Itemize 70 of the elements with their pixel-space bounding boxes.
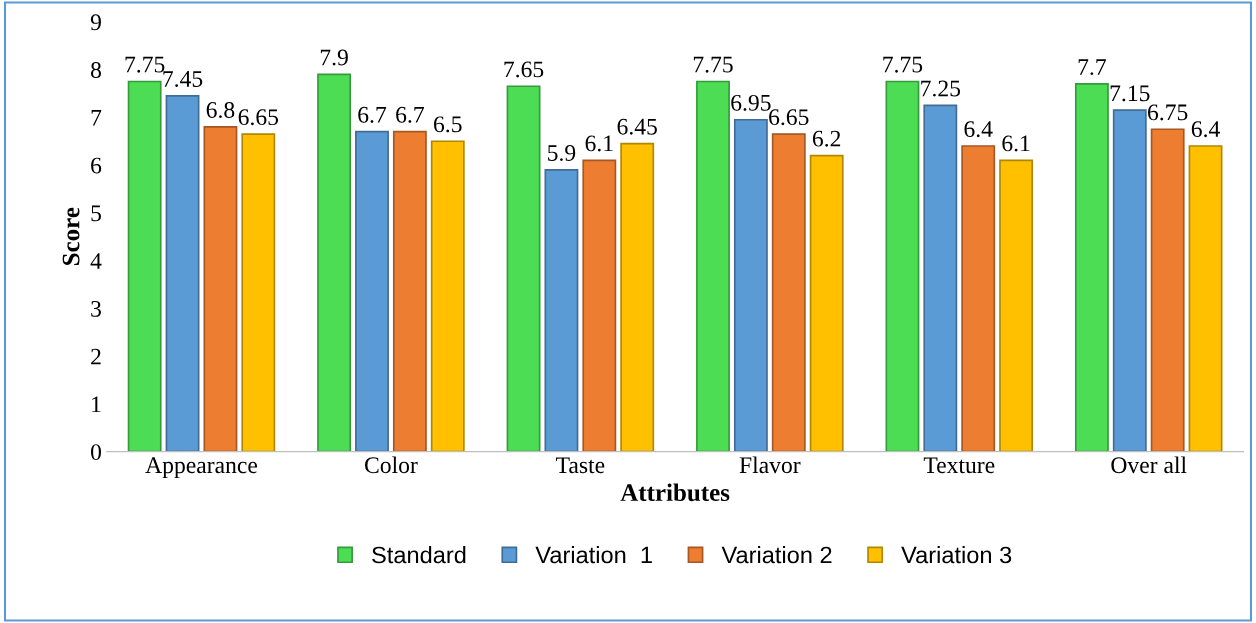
bar bbox=[1112, 109, 1147, 452]
bar bbox=[1150, 128, 1185, 452]
bar bbox=[165, 95, 200, 452]
legend-label: Variation 1 bbox=[535, 546, 652, 564]
y-tick-label: 1 bbox=[92, 396, 101, 413]
y-tick-label: 6 bbox=[91, 157, 102, 174]
bar bbox=[582, 159, 617, 452]
y-tick-label: 3 bbox=[91, 300, 101, 317]
bar bbox=[961, 145, 996, 452]
y-tick-label: 8 bbox=[90, 62, 101, 78]
bar bbox=[430, 140, 465, 452]
bar bbox=[999, 159, 1034, 452]
data-label: 6.7 bbox=[396, 106, 424, 123]
data-label: 7.45 bbox=[163, 71, 203, 87]
bar bbox=[1188, 145, 1223, 452]
bar bbox=[809, 154, 844, 452]
bar bbox=[203, 126, 238, 452]
bar bbox=[506, 85, 541, 452]
data-label: 6.5 bbox=[434, 116, 462, 133]
data-label: 7.7 bbox=[1078, 59, 1106, 76]
bar bbox=[355, 130, 389, 452]
data-label: 7.25 bbox=[921, 80, 961, 97]
bar bbox=[544, 169, 579, 452]
data-label: 6.4 bbox=[964, 121, 993, 138]
y-tick-label: 5 bbox=[91, 205, 101, 222]
bar bbox=[733, 118, 768, 452]
data-label: 6.65 bbox=[238, 109, 279, 126]
x-tick-label: Taste bbox=[556, 457, 605, 474]
legend-label: Variation 2 bbox=[721, 546, 832, 564]
x-axis-title: Attributes bbox=[620, 483, 730, 502]
y-tick-label: 9 bbox=[90, 14, 101, 31]
data-label: 6.8 bbox=[206, 101, 235, 119]
x-tick-label: Appearance bbox=[145, 457, 258, 478]
data-label: 6.7 bbox=[358, 106, 387, 123]
bar bbox=[392, 130, 427, 452]
bar bbox=[317, 73, 352, 452]
bar bbox=[771, 133, 806, 452]
data-label: 6.4 bbox=[1191, 121, 1220, 138]
bar bbox=[1074, 83, 1109, 452]
data-label: 7.75 bbox=[883, 56, 923, 73]
legend-label: Standard bbox=[372, 546, 466, 564]
x-tick-label: Color bbox=[365, 456, 418, 474]
y-tick-label: 7 bbox=[91, 110, 102, 126]
data-label: 6.65 bbox=[769, 109, 809, 126]
bar bbox=[696, 80, 730, 452]
data-label: 5.9 bbox=[548, 145, 576, 162]
data-label: 6.95 bbox=[731, 94, 771, 111]
data-label: 7.15 bbox=[1110, 85, 1150, 102]
y-tick-label: 2 bbox=[91, 348, 101, 365]
data-label: 7.65 bbox=[504, 61, 544, 78]
bar bbox=[620, 142, 655, 452]
data-label: 6.45 bbox=[617, 118, 657, 135]
data-label: 6.2 bbox=[812, 130, 841, 147]
x-tick-label: Over all bbox=[1111, 456, 1187, 474]
bar bbox=[923, 104, 958, 452]
y-axis-title: Score bbox=[62, 207, 80, 266]
bar bbox=[127, 80, 162, 452]
x-tick-label: Texture bbox=[923, 457, 995, 474]
y-tick-label: 4 bbox=[90, 253, 102, 269]
y-tick-label: 0 bbox=[90, 444, 101, 461]
bar bbox=[241, 133, 276, 452]
data-label: 7.75 bbox=[125, 56, 165, 73]
data-label: 6.1 bbox=[585, 135, 613, 152]
data-label: 6.1 bbox=[1002, 135, 1030, 152]
x-tick-label: Flavor bbox=[739, 456, 801, 474]
legend-label: Variation 3 bbox=[901, 546, 1012, 564]
bar bbox=[885, 80, 920, 452]
data-label: 7.75 bbox=[693, 56, 733, 73]
data-label: 7.9 bbox=[320, 49, 348, 66]
data-label: 6.75 bbox=[1148, 104, 1188, 121]
